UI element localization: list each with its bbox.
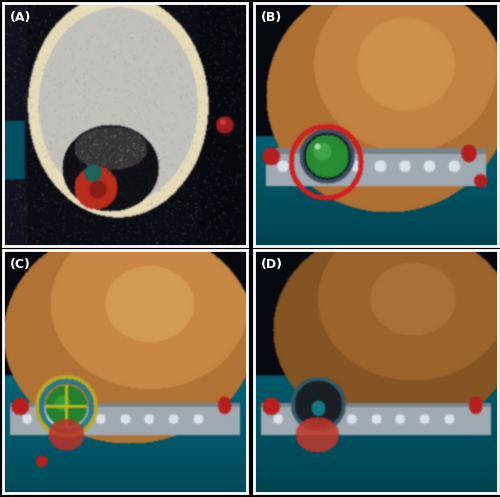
Text: (A): (A)	[10, 11, 31, 24]
Text: (D): (D)	[261, 258, 283, 271]
Text: (C): (C)	[10, 258, 30, 271]
Text: (B): (B)	[261, 11, 282, 24]
